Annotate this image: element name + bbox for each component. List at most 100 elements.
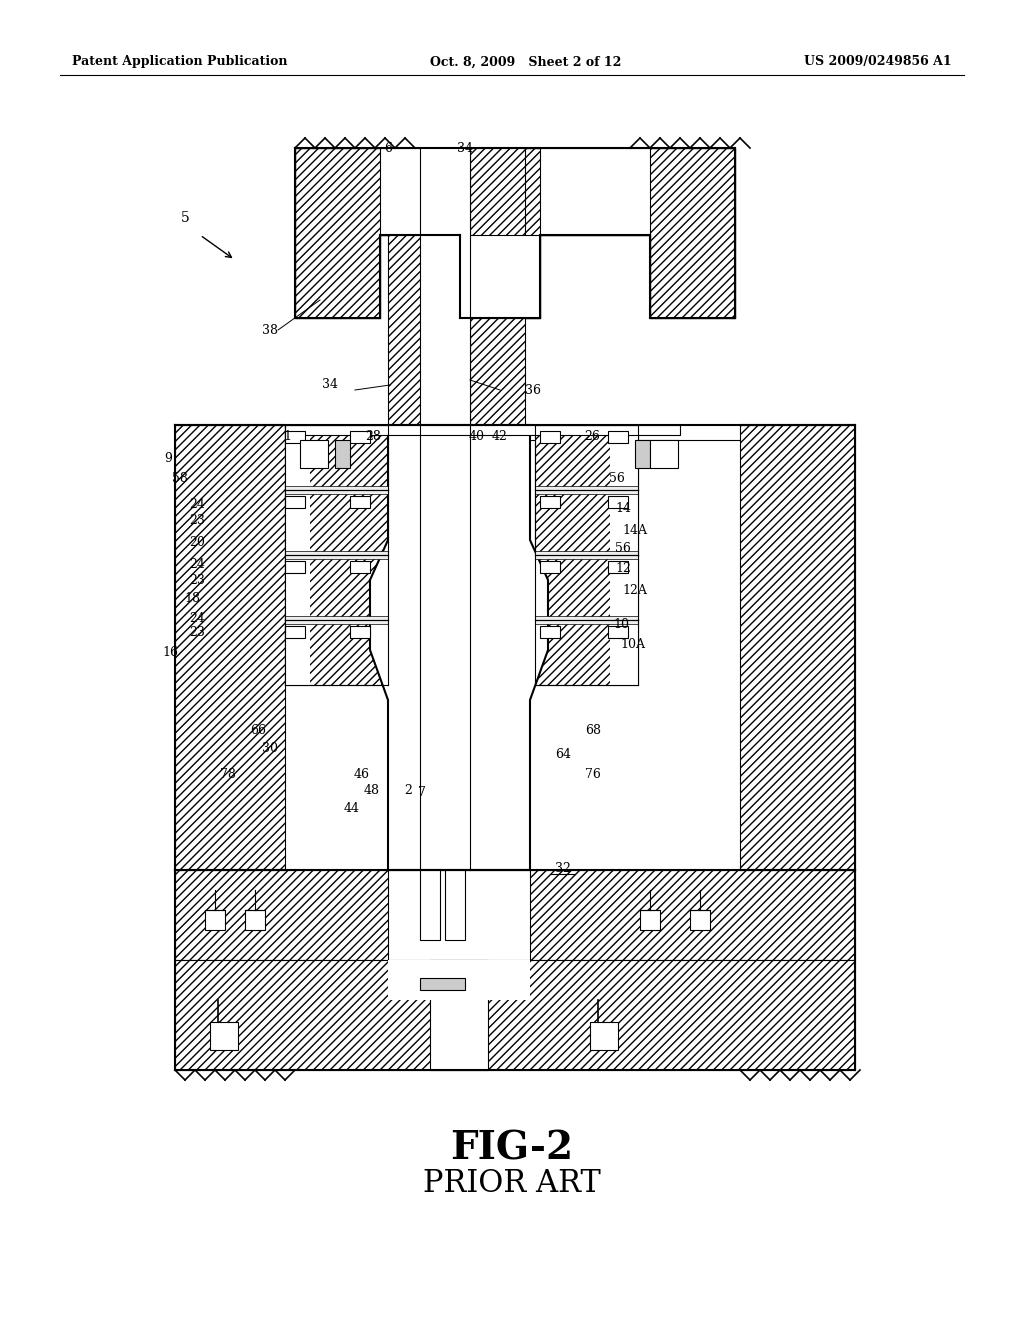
- Text: 46: 46: [354, 768, 370, 781]
- Text: Oct. 8, 2009   Sheet 2 of 12: Oct. 8, 2009 Sheet 2 of 12: [430, 55, 622, 69]
- Bar: [470, 148, 525, 870]
- Bar: [690, 909, 710, 931]
- Text: 66: 66: [250, 723, 266, 737]
- Text: 48: 48: [364, 784, 380, 796]
- Text: 1: 1: [283, 430, 291, 444]
- Bar: [175, 960, 855, 1071]
- Bar: [245, 909, 265, 931]
- Bar: [285, 490, 388, 554]
- Bar: [285, 616, 388, 624]
- Bar: [285, 432, 305, 444]
- Bar: [350, 561, 370, 573]
- Text: 14A: 14A: [622, 524, 647, 536]
- Bar: [285, 425, 310, 490]
- Bar: [740, 425, 855, 870]
- Text: 7: 7: [418, 787, 426, 800]
- Bar: [608, 561, 628, 573]
- Text: 40: 40: [469, 430, 485, 444]
- Text: 2: 2: [404, 784, 412, 796]
- Bar: [535, 554, 638, 620]
- Bar: [535, 490, 638, 554]
- Bar: [285, 490, 310, 554]
- Bar: [285, 626, 305, 638]
- Bar: [535, 620, 638, 685]
- Bar: [285, 554, 310, 620]
- Text: US 2009/0249856 A1: US 2009/0249856 A1: [805, 55, 952, 69]
- Text: 34: 34: [322, 379, 338, 392]
- Bar: [285, 561, 305, 573]
- Text: 14: 14: [615, 502, 631, 515]
- Text: 10: 10: [613, 619, 629, 631]
- Bar: [420, 978, 465, 990]
- Bar: [535, 550, 638, 558]
- Bar: [445, 870, 465, 940]
- Text: 56: 56: [609, 471, 625, 484]
- Text: 64: 64: [555, 748, 571, 762]
- Bar: [535, 486, 638, 494]
- Text: 58: 58: [172, 471, 188, 484]
- Text: 5: 5: [180, 211, 189, 224]
- Bar: [540, 432, 560, 444]
- Bar: [285, 550, 388, 558]
- Text: 68: 68: [585, 723, 601, 737]
- Text: FIG-2: FIG-2: [451, 1129, 573, 1167]
- Text: 24: 24: [189, 499, 205, 511]
- Text: 12A: 12A: [622, 583, 647, 597]
- Text: 20: 20: [189, 536, 205, 549]
- Bar: [300, 440, 328, 469]
- Bar: [285, 425, 680, 436]
- Text: 16: 16: [162, 647, 178, 660]
- Text: 30: 30: [262, 742, 278, 755]
- Polygon shape: [370, 425, 548, 870]
- Bar: [388, 148, 470, 870]
- Bar: [610, 554, 638, 620]
- Bar: [350, 626, 370, 638]
- Text: 36: 36: [525, 384, 541, 396]
- Bar: [650, 440, 678, 469]
- Text: Patent Application Publication: Patent Application Publication: [72, 55, 288, 69]
- Bar: [590, 1022, 618, 1049]
- Text: 38: 38: [262, 323, 278, 337]
- Bar: [540, 496, 560, 508]
- Bar: [610, 620, 638, 685]
- Text: 78: 78: [220, 768, 236, 781]
- Bar: [205, 909, 225, 931]
- Text: 76: 76: [585, 768, 601, 781]
- Bar: [640, 909, 660, 931]
- Bar: [285, 486, 388, 494]
- Bar: [380, 148, 460, 235]
- Text: 24: 24: [189, 611, 205, 624]
- Text: 44: 44: [344, 801, 360, 814]
- Bar: [285, 554, 388, 620]
- Text: PRIOR ART: PRIOR ART: [423, 1167, 601, 1199]
- Bar: [335, 440, 350, 469]
- Bar: [175, 425, 285, 870]
- Text: 34: 34: [457, 141, 473, 154]
- Bar: [285, 496, 305, 508]
- Bar: [610, 425, 638, 490]
- Text: 24: 24: [189, 558, 205, 572]
- Text: 6: 6: [384, 141, 392, 154]
- Bar: [175, 870, 855, 960]
- Bar: [285, 425, 388, 490]
- Bar: [430, 960, 488, 1071]
- Text: 10A: 10A: [620, 639, 645, 652]
- Bar: [420, 148, 470, 870]
- Polygon shape: [295, 148, 735, 318]
- Bar: [535, 616, 638, 624]
- Bar: [535, 425, 638, 490]
- Text: 12: 12: [615, 561, 631, 574]
- Bar: [540, 148, 650, 235]
- Bar: [350, 496, 370, 508]
- Bar: [540, 626, 560, 638]
- Bar: [610, 490, 638, 554]
- Bar: [460, 235, 540, 318]
- Text: 23: 23: [189, 627, 205, 639]
- Bar: [210, 1022, 238, 1049]
- Text: 26: 26: [584, 430, 600, 444]
- Bar: [285, 620, 388, 685]
- Bar: [285, 620, 310, 685]
- Text: 9: 9: [164, 451, 172, 465]
- Bar: [388, 960, 530, 1001]
- Bar: [608, 626, 628, 638]
